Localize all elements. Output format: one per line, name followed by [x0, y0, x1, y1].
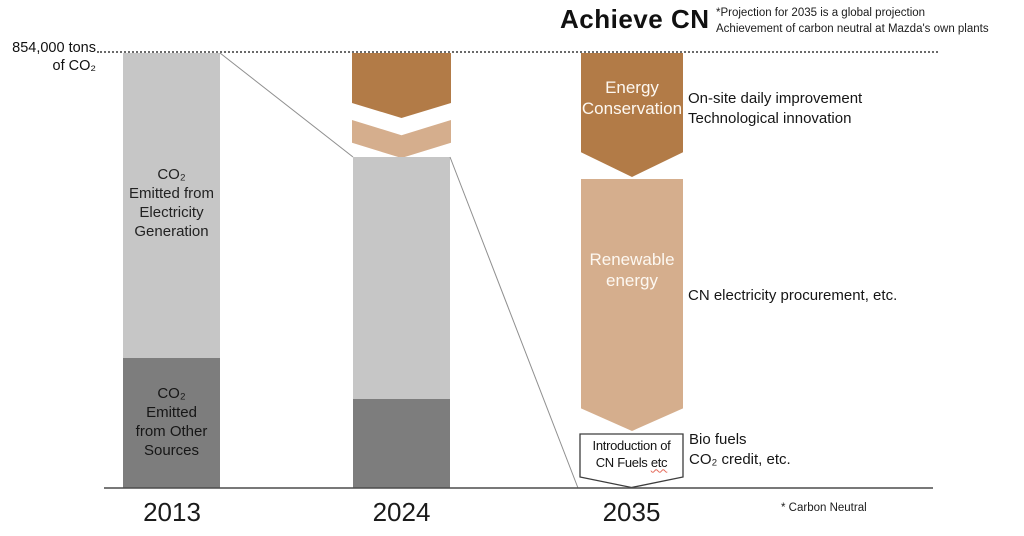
- chart-title: Achieve CN: [560, 4, 710, 34]
- bar-2024-other-segment: [353, 399, 450, 488]
- bar-2024-electricity-segment: [353, 157, 450, 399]
- cn-fuels-box-label: Introduction of CN Fuels etc: [578, 438, 685, 471]
- cn-fuels-annotation: Bio fuels CO₂ credit, etc.: [689, 431, 791, 468]
- reference-dotted-line: [97, 51, 938, 53]
- connector-line-2024-2035: [449, 156, 579, 489]
- cn-fuels-line2-text: CN Fuels: [595, 454, 648, 470]
- cn-fuels-line1: Introduction of: [592, 438, 671, 453]
- bar-2013-other-segment: CO₂ Emitted from Other Sources: [123, 358, 220, 488]
- renewable-energy-mini-arrow: [352, 120, 451, 158]
- bar-2013: CO₂ Emitted from Electricity Generation …: [123, 53, 220, 488]
- reference-value-label: 854,000 tons of CO₂: [12, 40, 96, 74]
- energy-conservation-annotation: On-site daily improvement Technological …: [688, 90, 863, 127]
- energy-conservation-mini-arrow: [352, 53, 451, 118]
- bar-2013-electricity-segment: CO₂ Emitted from Electricity Generation: [123, 53, 220, 358]
- renewable-energy-arrow: Renewable energy: [581, 179, 683, 431]
- energy-conservation-arrow: Energy Conservation: [581, 53, 683, 177]
- bar-2013-other-label: CO₂ Emitted from Other Sources: [135, 385, 208, 459]
- cn-fuels-line2: CN Fuels etc: [578, 455, 685, 472]
- x-label-2035: 2035: [602, 497, 661, 527]
- bar-2024: [353, 157, 450, 488]
- x-label-2024: 2024: [372, 497, 431, 527]
- projection-footnote: *Projection for 2035 is a global project…: [716, 7, 989, 35]
- x-label-2013: 2013: [143, 497, 201, 527]
- cn-fuels-etc-underlined: etc: [650, 454, 668, 470]
- bar-2013-electricity-label: CO₂ Emitted from Electricity Generation: [128, 166, 215, 240]
- carbon-neutral-footnote: * Carbon Neutral: [781, 502, 867, 514]
- connector-line-2013-2024: [219, 52, 354, 158]
- renewable-energy-annotation: CN electricity procurement, etc.: [688, 287, 898, 304]
